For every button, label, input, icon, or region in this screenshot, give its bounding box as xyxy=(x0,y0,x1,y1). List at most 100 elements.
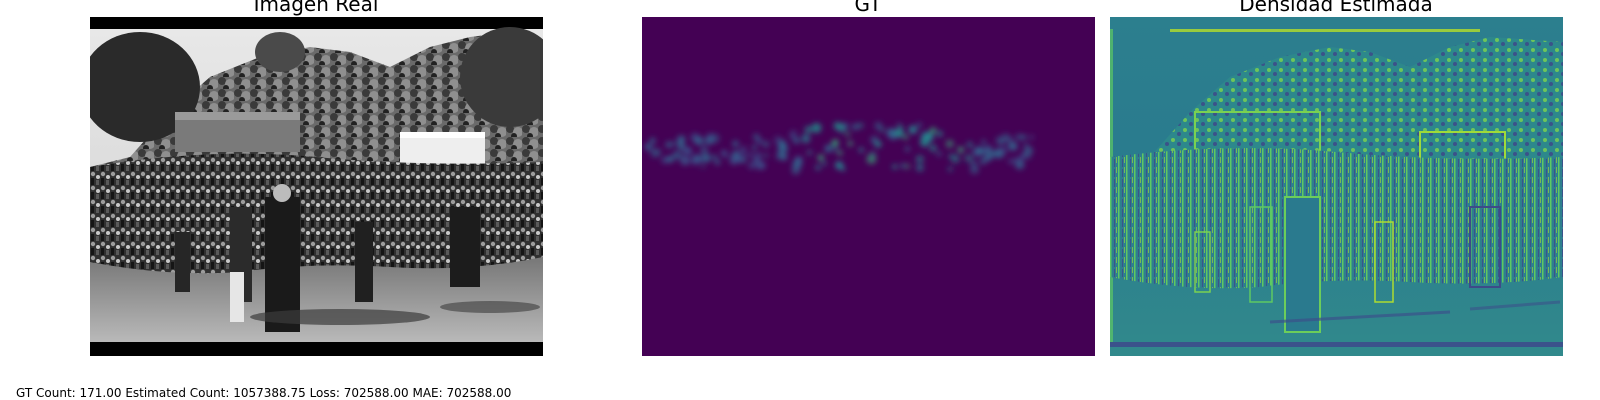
gt-density-dot xyxy=(700,147,709,156)
gt-density-dot xyxy=(986,144,992,150)
gt-density-dot xyxy=(833,122,842,130)
gt-density-dot xyxy=(751,144,758,151)
gt-density-dot xyxy=(677,142,685,150)
gt-density-dot xyxy=(908,125,918,134)
gt-density-dot xyxy=(666,155,674,163)
gt-density-dot xyxy=(700,164,706,169)
gt-density-dot xyxy=(704,136,714,146)
gt-density-dot xyxy=(1015,133,1023,141)
gt-density-dot xyxy=(649,137,656,144)
gt-density-dot xyxy=(998,145,1008,156)
gt-density-dot xyxy=(755,161,764,170)
gt-density-dot xyxy=(1021,153,1027,159)
gt-density-dot xyxy=(866,154,877,165)
estimated-density-map xyxy=(1110,17,1563,356)
gt-density-dot xyxy=(1023,146,1033,156)
gt-density-dot xyxy=(711,154,718,161)
gt-density-dot xyxy=(858,147,864,153)
gt-density-dot xyxy=(945,139,954,148)
gt-density-dot xyxy=(793,137,800,144)
gt-density-dot xyxy=(981,140,986,144)
title-ground-truth: GT xyxy=(854,0,882,16)
gt-density-dot xyxy=(780,145,789,154)
estimated-density-panel xyxy=(1110,17,1563,356)
gt-density-dot xyxy=(903,134,909,140)
gt-density-dot xyxy=(743,153,749,159)
gt-density-dot xyxy=(681,139,686,143)
gt-density-dot xyxy=(957,146,964,153)
crowd-photo xyxy=(90,17,543,356)
gt-density-dot xyxy=(811,123,822,133)
gt-density-dot xyxy=(680,155,690,166)
ground-truth-density-panel xyxy=(642,17,1095,356)
gt-density-dot xyxy=(778,139,785,146)
gt-density-dot xyxy=(916,122,922,128)
gt-density-dot xyxy=(995,136,1004,145)
gt-density-dot xyxy=(714,159,721,166)
gt-density-dot xyxy=(916,164,924,172)
gt-density-dot xyxy=(894,128,904,138)
gt-density-dot xyxy=(831,139,839,147)
gt-density-dot xyxy=(682,146,691,155)
gt-density-dot xyxy=(892,164,897,170)
gt-density-dot xyxy=(762,140,770,148)
gt-density-dot xyxy=(898,125,903,130)
gt-density-dot xyxy=(837,150,843,156)
gt-density-dot xyxy=(822,161,827,166)
gt-density-dot xyxy=(723,153,728,159)
gt-density-dot xyxy=(857,122,864,129)
gt-density-dot xyxy=(764,153,769,158)
gt-density-dot xyxy=(970,165,979,174)
gt-density-dot xyxy=(951,154,960,164)
gt-density-dot xyxy=(671,141,677,147)
gt-density-dot xyxy=(905,163,911,169)
gt-density-dot xyxy=(1007,141,1018,151)
gt-density-dot xyxy=(775,155,781,160)
gt-density-dot xyxy=(904,146,911,152)
gt-density-dot xyxy=(900,163,905,169)
gt-density-dot xyxy=(983,153,992,162)
title-estimated-density: Densidad Estimada xyxy=(1239,0,1433,16)
gt-density-dot xyxy=(697,156,704,163)
gt-density-dot xyxy=(740,149,745,154)
gt-density-dot xyxy=(975,146,985,156)
gt-density-dot xyxy=(847,141,853,146)
gt-density-dot xyxy=(896,122,902,127)
gt-density-dot xyxy=(661,156,669,164)
gt-density-dot xyxy=(752,133,760,141)
gt-density-dot xyxy=(824,144,833,153)
gt-density-dot xyxy=(841,122,849,130)
gt-density-dot xyxy=(755,152,763,160)
gt-density-dot xyxy=(983,147,988,153)
gt-density-dot xyxy=(1025,154,1031,160)
gt-density-dot xyxy=(806,149,813,156)
gt-density-dot xyxy=(841,167,846,171)
gt-density-dot xyxy=(990,150,998,158)
gt-density-dot xyxy=(815,164,821,171)
gt-density-dot xyxy=(870,136,879,144)
gt-density-dot xyxy=(757,139,762,145)
gt-density-dot xyxy=(791,166,800,175)
gt-density-dot xyxy=(921,131,932,142)
gt-density-dot xyxy=(1029,135,1034,140)
title-real-image: Imagen Real xyxy=(253,0,379,16)
gt-density-dot xyxy=(936,151,942,157)
gt-density-dot xyxy=(654,148,662,156)
gt-density-dot xyxy=(801,134,811,144)
gt-density-dot xyxy=(792,162,798,168)
real-image-panel xyxy=(90,17,543,356)
gt-density-dot xyxy=(969,159,978,167)
gt-density-dot xyxy=(936,130,943,137)
gt-density-dot xyxy=(749,152,754,157)
gt-density-dot xyxy=(748,162,755,170)
gt-density-dot xyxy=(886,128,897,138)
gt-density-dot xyxy=(665,141,673,149)
gt-density-dot xyxy=(702,154,711,163)
gt-density-dot xyxy=(672,150,682,160)
gt-density-dot xyxy=(732,140,739,148)
gt-density-dot xyxy=(1014,156,1024,166)
gt-density-dot xyxy=(979,158,986,165)
gt-density-dot xyxy=(851,123,859,131)
gt-density-dot xyxy=(966,141,974,149)
gt-density-dot xyxy=(644,143,651,150)
